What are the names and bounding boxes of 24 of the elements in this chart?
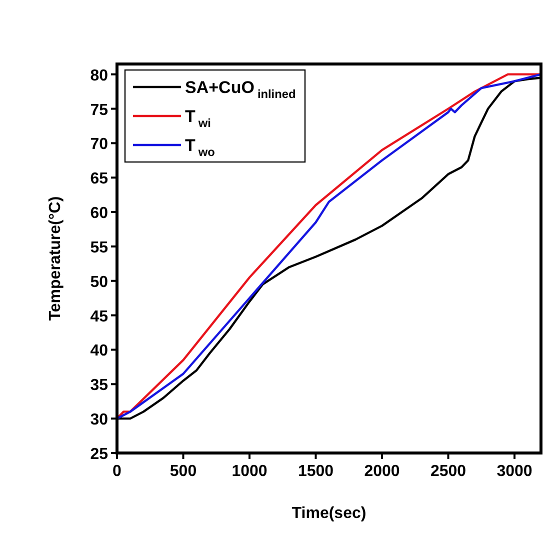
y-tick-label: 50 <box>90 274 108 291</box>
legend-label: T$_{wo}$ <box>185 136 215 160</box>
y-tick-label: 55 <box>90 239 108 256</box>
x-tick-label: 2500 <box>430 463 466 480</box>
x-tick-label: 500 <box>170 463 197 480</box>
y-tick-label: 60 <box>90 205 108 222</box>
x-tick-label: 1500 <box>298 463 334 480</box>
y-tick-label: 70 <box>90 136 108 154</box>
x-axis-title: Time(sec) <box>292 505 366 522</box>
x-tick-label: 2000 <box>364 463 400 480</box>
y-axis-title: Temperature(°C) <box>47 196 64 321</box>
y-tick-label: 65 <box>90 170 108 188</box>
y-tick-label: 35 <box>90 377 108 394</box>
legend-label: T$_{wi}$ <box>185 107 211 130</box>
x-tick-label: 1000 <box>232 463 268 480</box>
y-tick-label: 75 <box>90 102 108 119</box>
y-tick-label: 30 <box>90 412 108 429</box>
x-tick-label: 0 <box>112 463 122 480</box>
y-tick-label: 25 <box>90 446 108 463</box>
legend-label: SA+CuO$_{inlined}$ <box>185 78 296 102</box>
y-tick-label: 80 <box>90 67 108 84</box>
x-tick-label: 3000 <box>496 463 532 480</box>
y-tick-label: 40 <box>90 342 108 360</box>
y-tick-label: 45 <box>90 308 108 326</box>
